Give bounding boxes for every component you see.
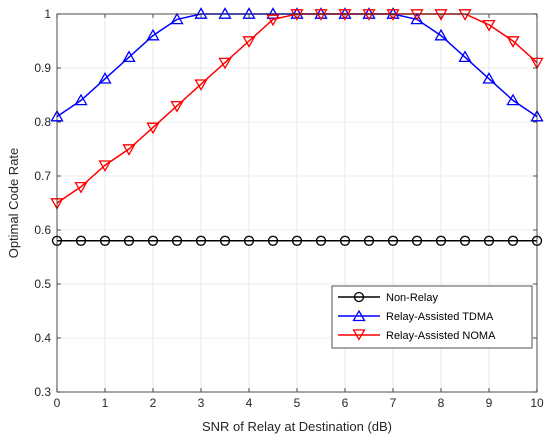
tick-layer: 0 1 2 3 4 5 6 7 8 9 10 0.3 0.4 0.5 0.6 0.7 0.8 0.9 1: [34, 7, 544, 410]
data-point-relay-assisted-tdma: [170, 12, 184, 25]
data-point-relay-assisted-noma: [482, 19, 496, 32]
data-point-non-relay: [219, 235, 231, 246]
data-point-relay-assisted-noma: [458, 9, 472, 21]
y-axis-label: Optimal Code Rate: [6, 148, 21, 259]
x-tick-label: 8: [438, 396, 445, 410]
data-point-non-relay: [243, 235, 255, 246]
x-tick-label: 1: [102, 396, 109, 410]
legend-label-tdma: Relay-Assisted TDMA: [386, 311, 494, 323]
legend-marker-non-relay: [353, 291, 365, 303]
data-point-relay-assisted-noma: [122, 144, 136, 156]
data-point-relay-assisted-noma: [266, 14, 280, 27]
x-tick-label: 9: [486, 396, 493, 410]
y-tick-label: 0.3: [34, 385, 51, 399]
data-point-non-relay: [195, 235, 207, 246]
x-tick-label: 3: [198, 396, 205, 410]
data-point-relay-assisted-tdma: [242, 7, 256, 19]
data-point-non-relay: [339, 235, 351, 246]
data-point-non-relay: [435, 235, 447, 246]
data-point-non-relay: [171, 235, 183, 246]
data-point-non-relay: [507, 235, 519, 246]
y-tick-label: 0.6: [34, 223, 51, 237]
data-point-non-relay: [99, 235, 111, 246]
data-point-non-relay: [411, 235, 423, 246]
data-point-non-relay: [291, 235, 303, 246]
data-point-non-relay: [123, 235, 135, 246]
y-tick-label: 0.9: [34, 61, 51, 75]
data-point-relay-assisted-tdma: [266, 7, 280, 19]
x-tick-label: 6: [342, 396, 349, 410]
data-point-relay-assisted-noma: [290, 9, 304, 21]
legend-entry-non-relay: Non-Relay: [338, 291, 438, 304]
data-point-relay-assisted-noma: [242, 36, 256, 48]
data-point-relay-assisted-noma: [338, 9, 352, 21]
legend-marker-tdma: [352, 309, 366, 322]
legend-entry-noma: Relay-Assisted NOMA: [338, 329, 496, 342]
data-point-relay-assisted-tdma: [146, 28, 160, 41]
x-tick-label: 5: [294, 396, 301, 410]
data-point-non-relay: [387, 235, 399, 246]
y-tick-label: 0.8: [34, 115, 51, 129]
x-axis-label: SNR of Relay at Destination (dB): [202, 419, 392, 434]
data-point-relay-assisted-tdma: [434, 28, 448, 41]
data-point-relay-assisted-noma: [218, 57, 232, 70]
data-point-relay-assisted-noma: [434, 9, 448, 21]
data-point-relay-assisted-noma: [506, 36, 520, 48]
legend-entry-tdma: Relay-Assisted TDMA: [338, 309, 494, 323]
data-point-relay-assisted-tdma: [410, 12, 424, 25]
data-point-relay-assisted-tdma: [74, 93, 88, 106]
data-point-non-relay: [483, 235, 495, 246]
data-point-relay-assisted-tdma: [458, 50, 472, 63]
data-point-non-relay: [75, 235, 87, 246]
data-point-relay-assisted-noma: [314, 9, 328, 21]
x-tick-label: 0: [54, 396, 61, 410]
x-tick-label: 10: [530, 396, 544, 410]
data-point-relay-assisted-noma: [74, 181, 88, 194]
legend-marker-noma: [352, 329, 366, 341]
x-tick-label: 2: [150, 396, 157, 410]
y-tick-label: 1: [44, 7, 51, 21]
data-point-relay-assisted-tdma: [482, 71, 496, 84]
data-point-relay-assisted-tdma: [194, 7, 208, 19]
data-point-non-relay: [315, 235, 327, 246]
data-point-relay-assisted-tdma: [218, 7, 232, 19]
legend-label-noma: Relay-Assisted NOMA: [386, 330, 496, 342]
data-point-relay-assisted-noma: [146, 122, 160, 135]
data-point-relay-assisted-noma: [98, 160, 112, 173]
y-tick-label: 0.7: [34, 169, 51, 183]
data-point-relay-assisted-tdma: [98, 71, 112, 84]
data-point-non-relay: [459, 235, 471, 246]
y-tick-label: 0.5: [34, 277, 51, 291]
series-non-relay: [51, 235, 543, 246]
data-point-relay-assisted-noma: [194, 79, 208, 92]
data-point-relay-assisted-tdma: [122, 50, 136, 63]
data-point-relay-assisted-noma: [170, 100, 184, 113]
data-point-relay-assisted-noma: [410, 9, 424, 21]
data-point-non-relay: [267, 235, 279, 246]
legend: Non-Relay Relay-Assisted TDMA Relay-Assi…: [331, 285, 533, 349]
x-tick-label: 7: [390, 396, 397, 410]
x-tick-label: 4: [246, 396, 253, 410]
data-point-relay-assisted-tdma: [506, 93, 520, 106]
y-tick-label: 0.4: [34, 331, 51, 345]
data-point-non-relay: [147, 235, 159, 246]
data-point-non-relay: [363, 235, 375, 246]
data-point-relay-assisted-noma: [362, 9, 376, 21]
data-point-relay-assisted-noma: [386, 9, 400, 21]
legend-label-non-relay: Non-Relay: [386, 292, 438, 304]
